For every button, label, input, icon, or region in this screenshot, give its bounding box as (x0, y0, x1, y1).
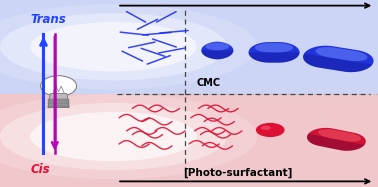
Text: CMC: CMC (197, 78, 221, 88)
Ellipse shape (40, 76, 76, 96)
Ellipse shape (256, 123, 285, 137)
Polygon shape (255, 43, 293, 52)
Text: Cis: Cis (30, 163, 50, 176)
Polygon shape (201, 42, 233, 59)
Ellipse shape (0, 103, 227, 170)
Polygon shape (303, 46, 373, 72)
Polygon shape (205, 42, 229, 50)
Polygon shape (318, 129, 361, 142)
Polygon shape (307, 134, 364, 151)
Bar (0, 94, 378, 187)
Polygon shape (201, 50, 233, 59)
Polygon shape (307, 128, 366, 151)
Polygon shape (303, 53, 372, 72)
Bar (48, 105, 69, 107)
Ellipse shape (0, 13, 227, 80)
Bar (0, 0, 378, 94)
Text: Trans: Trans (30, 13, 66, 26)
Polygon shape (249, 52, 299, 63)
Polygon shape (249, 42, 299, 63)
Ellipse shape (0, 4, 257, 89)
Ellipse shape (0, 94, 257, 179)
Bar (48, 99, 69, 101)
Ellipse shape (30, 112, 197, 161)
Bar (48, 102, 69, 104)
Polygon shape (48, 94, 69, 108)
Ellipse shape (261, 126, 271, 130)
Polygon shape (316, 47, 367, 61)
Text: [Photo-surfactant]: [Photo-surfactant] (183, 167, 293, 178)
Ellipse shape (30, 22, 197, 71)
